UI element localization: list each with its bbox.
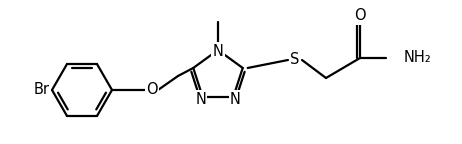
- Text: N: N: [230, 92, 241, 107]
- Text: S: S: [290, 53, 300, 68]
- Text: N: N: [195, 92, 206, 107]
- Text: N: N: [213, 43, 224, 58]
- Text: O: O: [146, 83, 158, 97]
- Text: NH₂: NH₂: [404, 51, 432, 66]
- Text: Br: Br: [34, 83, 50, 97]
- Text: O: O: [354, 8, 366, 23]
